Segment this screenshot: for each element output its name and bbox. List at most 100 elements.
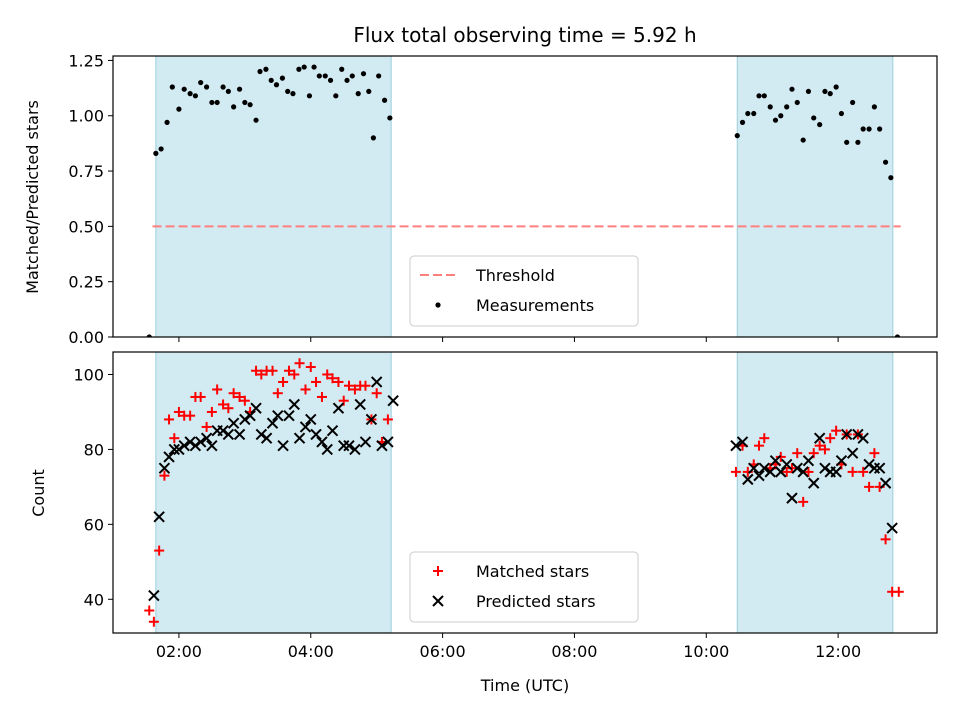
bottom-point-1-63 [830,466,842,478]
bottom-point-0-57 [798,496,809,507]
top-point-0-65 [844,139,850,145]
bottom-point-1-47 [742,473,754,486]
bottom-point-1-39 [359,436,372,448]
top-point-0-62 [827,91,833,97]
top-point-0-51 [767,104,773,110]
bottom-y-tick-label-1: 60 [84,515,104,534]
top-point-0-53 [778,113,784,119]
bottom-point-1-53 [775,466,787,478]
bottom-point-1-60 [813,432,826,444]
top-point-0-70 [871,104,877,110]
bottom-point-1-33 [326,424,339,437]
top-point-0-68 [860,126,866,132]
top-point-0-15 [231,104,237,110]
bottom-point-1-71 [873,462,886,474]
bottom-point-1-3 [163,451,175,463]
bottom-point-1-15 [227,417,240,429]
bottom-point-0-28 [294,358,305,369]
top-point-0-49 [756,93,762,99]
top-point-0-50 [761,93,767,99]
top-legend-label-0: Threshold [475,266,555,285]
top-y-tick-label-2: 0.50 [68,217,104,236]
top-point-0-64 [838,110,845,117]
bottom-point-1-48 [748,462,760,474]
bottom-point-0-72 [880,534,891,545]
bottom-legend: Matched stars Predicted stars [409,551,639,623]
top-point-0-52 [772,117,779,123]
bottom-point-0-5 [169,433,180,444]
bottom-series-0 [144,358,904,627]
bottom-point-1-68 [857,432,869,444]
bottom-point-1-24 [277,439,289,452]
bottom-point-0-32 [316,391,327,402]
bottom-legend-marker-1 [432,595,444,607]
bottom-point-0-10 [195,391,206,402]
top-point-0-47 [745,110,751,117]
bottom-point-1-36 [343,439,355,452]
top-point-0-14 [225,88,231,95]
bottom-x-tick-label-4: 10:00 [683,642,729,661]
top-series-0 [146,64,901,337]
bottom-point-0-45 [730,466,741,477]
bottom-point-1-20 [255,428,268,441]
top-point-0-40 [366,88,372,95]
bottom-point-0-2 [154,545,165,556]
bottom-point-1-22 [266,417,279,429]
top-point-0-24 [279,75,286,81]
top-y-tick-label-3: 0.75 [68,162,104,181]
top-point-0-74 [894,334,901,337]
top-point-0-42 [376,73,382,79]
top-shaded-window-0 [155,56,392,337]
bottom-point-1-57 [797,466,809,478]
bottom-point-0-16 [228,388,239,399]
bottom-shaded-window-1 [736,352,894,633]
bottom-point-0-1 [148,616,159,627]
bottom-point-0-0 [144,605,155,616]
top-point-0-59 [811,115,817,121]
top-point-0-35 [339,66,345,72]
bottom-point-1-11 [206,439,218,452]
bottom-point-0-56 [792,448,803,459]
top-point-0-2 [158,146,164,152]
top-y-tick-label-5: 1.25 [68,51,104,70]
bottom-point-1-55 [786,492,798,504]
top-point-0-27 [296,66,302,72]
top-point-0-7 [187,91,193,97]
bottom-point-0-18 [239,395,250,406]
x-axis-label: Time (UTC) [480,676,569,695]
top-point-0-56 [794,99,800,106]
bottom-point-1-2 [158,462,171,474]
top-point-0-18 [247,102,253,108]
bottom-point-1-8 [189,439,202,452]
top-point-0-16 [236,86,243,92]
top-point-0-19 [253,117,259,123]
bottom-point-1-13 [217,424,229,437]
bottom-point-1-6 [178,439,190,452]
top-point-0-66 [850,99,856,106]
top-point-0-10 [204,84,210,90]
bottom-point-0-23 [267,365,278,376]
bottom-point-0-62 [825,433,836,444]
bottom-legend-marker-0 [433,566,443,576]
top-point-0-55 [789,86,795,92]
bottom-y-tick-label-2: 80 [84,440,104,459]
top-point-0-36 [344,77,350,83]
top-point-0-63 [833,84,839,90]
bottom-point-1-61 [819,462,831,474]
bottom-point-1-16 [233,428,246,441]
bottom-point-1-73 [886,522,898,534]
bottom-point-1-67 [852,428,864,441]
top-point-0-33 [327,77,334,83]
top-point-0-31 [316,73,322,79]
bottom-point-1-66 [846,447,859,459]
bottom-point-0-15 [223,403,234,414]
top-point-0-69 [866,126,872,132]
top-point-0-11 [209,99,215,106]
bottom-axes-frame [112,351,938,634]
bottom-point-0-30 [305,361,316,372]
bottom-point-1-17 [239,413,251,426]
bottom-point-1-54 [780,458,793,471]
bottom-y-tick-label-0: 40 [84,590,104,609]
bottom-x-tick-label-3: 08:00 [551,642,597,661]
